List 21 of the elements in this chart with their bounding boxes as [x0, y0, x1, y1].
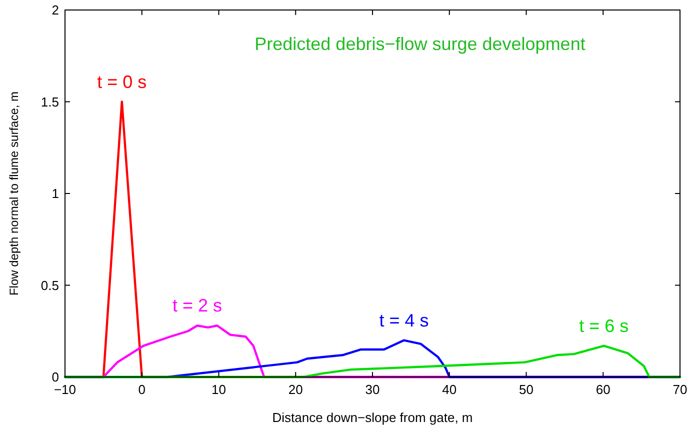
series-label: t = 0 s [97, 72, 147, 92]
x-axis-title: Distance down−slope from gate, m [272, 410, 473, 425]
x-tick-label: 40 [442, 382, 457, 397]
y-tick-label: 1 [52, 186, 59, 201]
x-tick-label: 10 [212, 382, 226, 397]
x-tick-label: 60 [596, 382, 610, 397]
x-tick-label: 70 [672, 382, 688, 397]
y-tick-label: 0.5 [40, 278, 59, 293]
x-tick-label: 20 [288, 382, 303, 397]
x-tick-label: 0 [138, 382, 146, 397]
y-tick-label: 1.5 [40, 94, 59, 110]
x-tick-label: 50 [519, 382, 534, 397]
x-tick-label: −10 [54, 382, 76, 397]
y-tick-label: 2 [52, 2, 59, 18]
y-tick-label: 0 [52, 370, 59, 384]
series-label: t = 2 s [172, 296, 222, 316]
text: Predicted debris−flow surge development [254, 34, 586, 54]
series-label: t = 4 s [379, 310, 429, 330]
y-axis-title: Flow depth normal to flume surface, m [7, 91, 21, 296]
series-label: t = 6 s [579, 316, 629, 336]
x-tick-label: 30 [365, 382, 380, 397]
